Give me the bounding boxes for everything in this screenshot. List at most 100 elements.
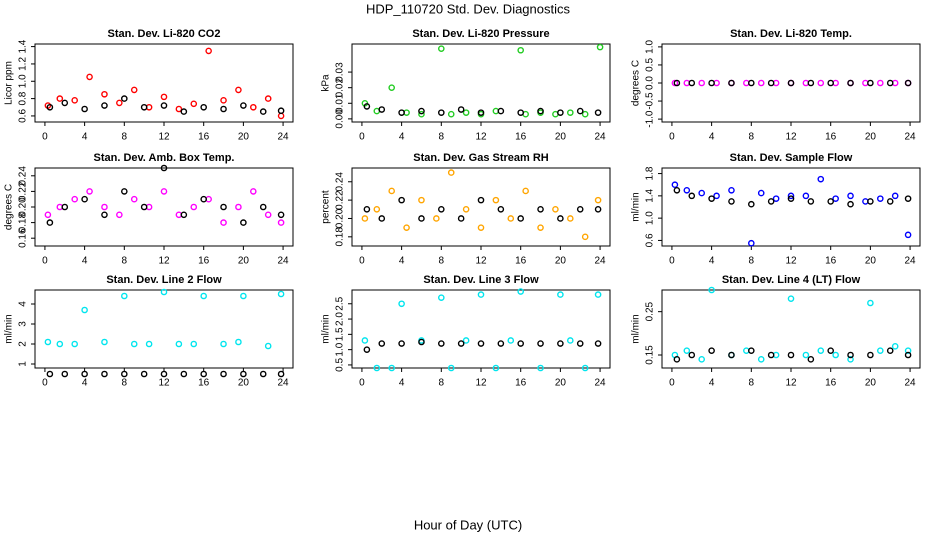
data-point bbox=[438, 340, 445, 347]
data-point bbox=[537, 364, 544, 372]
data-point bbox=[259, 203, 267, 211]
data-point bbox=[250, 188, 257, 195]
data-point bbox=[403, 224, 410, 231]
y-axis-label: ml/min bbox=[631, 192, 642, 221]
data-point bbox=[378, 340, 386, 347]
data-point bbox=[581, 364, 589, 372]
data-point bbox=[175, 105, 183, 113]
y-tick-label: 2 bbox=[18, 341, 29, 347]
data-point bbox=[847, 192, 854, 200]
x-tick-label: 4 bbox=[82, 256, 88, 267]
x-tick-label: 24 bbox=[905, 378, 917, 389]
data-point bbox=[46, 103, 54, 111]
x-tick-label: 8 bbox=[122, 256, 128, 267]
data-point bbox=[594, 109, 602, 116]
data-point bbox=[61, 370, 69, 378]
data-point bbox=[447, 364, 455, 372]
y-tick-label: 1 bbox=[18, 361, 29, 367]
y-tick-label: 0.24 bbox=[335, 172, 346, 192]
data-point bbox=[101, 211, 108, 219]
x-tick-label: 8 bbox=[439, 256, 445, 267]
data-point bbox=[517, 288, 524, 295]
data-point bbox=[594, 340, 602, 347]
data-point bbox=[81, 370, 88, 378]
y-tick-label: 1.0 bbox=[645, 40, 656, 54]
data-point bbox=[537, 107, 544, 115]
plot-frame bbox=[34, 167, 294, 247]
data-point bbox=[772, 195, 780, 202]
data-point bbox=[688, 79, 696, 87]
data-point bbox=[713, 192, 720, 200]
x-tick-label: 12 bbox=[158, 256, 170, 267]
data-point bbox=[145, 340, 153, 348]
x-tick-label: 24 bbox=[905, 256, 917, 267]
data-point bbox=[757, 356, 765, 363]
data-point bbox=[673, 79, 681, 87]
data-point bbox=[130, 86, 138, 94]
data-point bbox=[787, 192, 795, 200]
data-point bbox=[698, 356, 705, 363]
data-point bbox=[277, 370, 285, 378]
x-tick-label: 8 bbox=[749, 256, 755, 267]
data-point bbox=[457, 106, 465, 113]
x-tick-label: 4 bbox=[709, 378, 715, 389]
data-point bbox=[200, 370, 207, 378]
data-point bbox=[683, 347, 691, 354]
data-point bbox=[373, 205, 381, 213]
data-point bbox=[373, 364, 381, 372]
data-point bbox=[787, 195, 795, 202]
data-point bbox=[200, 195, 207, 203]
data-point bbox=[576, 340, 584, 347]
data-point bbox=[180, 370, 188, 378]
x-tick-label: 24 bbox=[905, 132, 917, 143]
data-point bbox=[688, 192, 696, 200]
y-tick-label: 0.6 bbox=[18, 109, 29, 123]
data-point bbox=[418, 110, 425, 118]
y-tick-label: 0.5 bbox=[645, 58, 656, 72]
data-point bbox=[264, 95, 272, 102]
data-point bbox=[101, 203, 108, 211]
data-point bbox=[817, 79, 825, 87]
x-tick-label: 20 bbox=[238, 378, 250, 389]
data-point bbox=[277, 211, 285, 219]
panel: Stan. Dev. Amb. Box Temp. degrees C 0 4 8 12 1… bbox=[4, 152, 294, 267]
data-point bbox=[457, 340, 465, 347]
y-tick-label: 0.20 bbox=[18, 197, 29, 217]
data-point bbox=[56, 95, 64, 102]
data-point bbox=[552, 205, 559, 213]
data-point bbox=[388, 84, 395, 91]
data-point bbox=[886, 347, 894, 354]
data-point bbox=[807, 198, 815, 205]
data-point bbox=[832, 195, 839, 202]
data-point bbox=[81, 306, 88, 314]
data-point bbox=[891, 343, 899, 350]
data-point bbox=[581, 110, 589, 118]
data-point bbox=[557, 109, 564, 116]
data-point bbox=[259, 108, 267, 115]
data-point bbox=[537, 205, 544, 213]
data-point bbox=[698, 79, 705, 87]
data-point bbox=[477, 196, 485, 204]
data-point bbox=[160, 370, 168, 378]
data-point bbox=[46, 219, 54, 226]
y-tick-label: 0.18 bbox=[18, 212, 29, 232]
x-tick-label: 12 bbox=[785, 378, 797, 389]
x-tick-label: 24 bbox=[595, 256, 607, 267]
x-tick-label: 8 bbox=[122, 132, 128, 143]
data-point bbox=[817, 347, 825, 354]
x-tick-label: 16 bbox=[515, 256, 527, 267]
data-point bbox=[175, 340, 183, 348]
data-point bbox=[121, 292, 128, 300]
data-point bbox=[708, 347, 715, 354]
x-tick-label: 8 bbox=[439, 132, 445, 143]
y-tick-label: 0.16 bbox=[18, 228, 29, 248]
x-tick-label: 4 bbox=[82, 132, 88, 143]
data-point bbox=[277, 112, 285, 120]
x-tick-label: 8 bbox=[749, 378, 755, 389]
data-point bbox=[418, 107, 425, 115]
y-tick-label: 0.02 bbox=[335, 78, 346, 98]
data-point bbox=[557, 291, 564, 298]
x-tick-label: 16 bbox=[198, 378, 210, 389]
